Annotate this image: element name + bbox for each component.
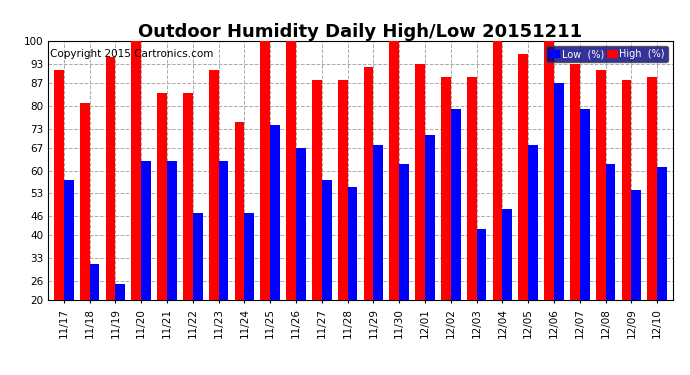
Bar	[451, 109, 461, 300]
Bar	[631, 190, 641, 300]
Bar	[296, 148, 306, 300]
Bar	[415, 64, 425, 300]
Bar	[622, 80, 631, 300]
Bar	[596, 70, 606, 300]
Bar	[544, 41, 554, 300]
Bar	[63, 180, 74, 300]
Bar	[647, 77, 658, 300]
Bar	[322, 180, 332, 300]
Bar	[244, 213, 254, 300]
Bar	[260, 41, 270, 300]
Text: Copyright 2015 Cartronics.com: Copyright 2015 Cartronics.com	[50, 49, 213, 59]
Bar	[270, 125, 280, 300]
Bar	[131, 41, 141, 300]
Bar	[554, 83, 564, 300]
Bar	[373, 145, 383, 300]
Bar	[167, 161, 177, 300]
Bar	[106, 57, 115, 300]
Bar	[312, 80, 322, 300]
Bar	[235, 122, 244, 300]
Bar	[529, 145, 538, 300]
Bar	[400, 164, 409, 300]
Bar	[286, 41, 296, 300]
Bar	[441, 77, 451, 300]
Bar	[580, 109, 590, 300]
Bar	[606, 164, 615, 300]
Legend: Low  (%), High  (%): Low (%), High (%)	[546, 46, 668, 62]
Bar	[477, 229, 486, 300]
Bar	[658, 167, 667, 300]
Bar	[364, 67, 373, 300]
Bar	[348, 187, 357, 300]
Bar	[115, 284, 125, 300]
Title: Outdoor Humidity Daily High/Low 20151211: Outdoor Humidity Daily High/Low 20151211	[139, 23, 582, 41]
Bar	[518, 54, 529, 300]
Bar	[193, 213, 203, 300]
Bar	[493, 41, 502, 300]
Bar	[219, 161, 228, 300]
Bar	[80, 103, 90, 300]
Bar	[209, 70, 219, 300]
Bar	[141, 161, 151, 300]
Bar	[183, 93, 193, 300]
Bar	[425, 135, 435, 300]
Bar	[54, 70, 63, 300]
Bar	[90, 264, 99, 300]
Bar	[157, 93, 167, 300]
Bar	[502, 209, 512, 300]
Bar	[338, 80, 348, 300]
Bar	[389, 41, 400, 300]
Bar	[467, 77, 477, 300]
Bar	[570, 64, 580, 300]
